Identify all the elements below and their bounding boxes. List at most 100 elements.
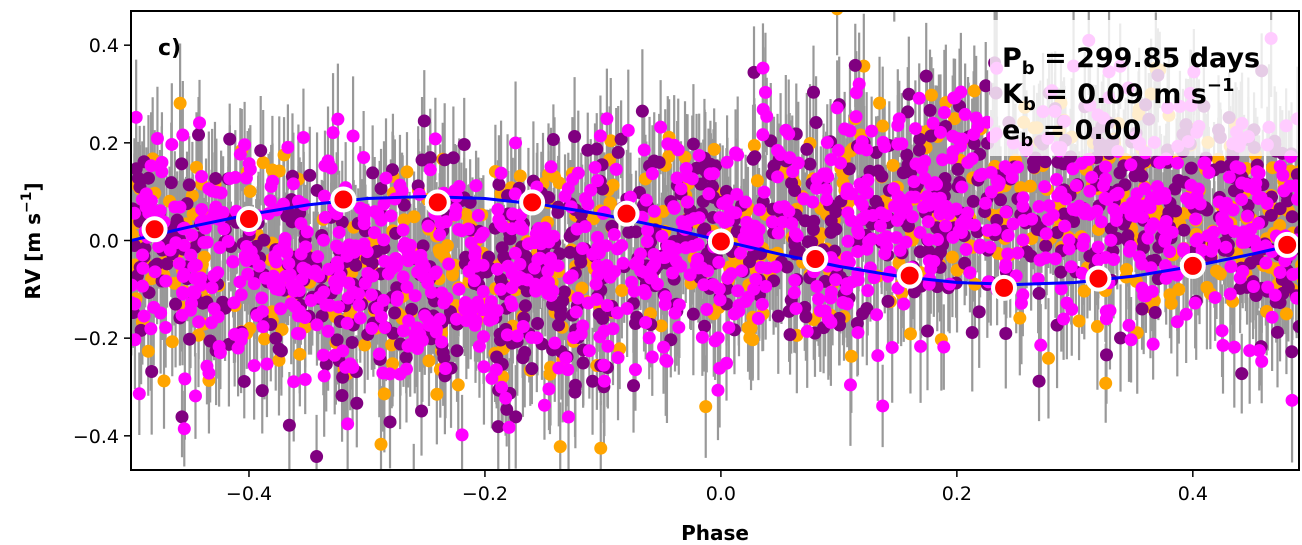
rv-point	[1099, 172, 1113, 186]
rv-point	[421, 219, 435, 233]
rv-point	[386, 357, 400, 371]
rv-point	[433, 312, 447, 326]
rv-point	[1041, 351, 1055, 365]
rv-point	[317, 369, 331, 383]
rv-point	[374, 181, 388, 195]
rv-point	[1195, 243, 1209, 257]
rv-point	[408, 289, 422, 303]
rv-point	[368, 205, 382, 219]
rv-point	[243, 184, 257, 198]
rv-point	[907, 175, 921, 189]
rv-point	[744, 321, 758, 335]
rv-point	[256, 320, 270, 334]
rv-point	[830, 101, 844, 115]
rv-point	[888, 199, 902, 213]
rv-point	[504, 295, 518, 309]
rv-point	[1011, 246, 1025, 260]
rv-point	[893, 209, 907, 223]
rv-point	[747, 139, 761, 153]
rv-point	[639, 193, 653, 207]
rv-point	[226, 255, 240, 269]
rv-point	[588, 161, 602, 175]
rv-point	[438, 361, 452, 375]
rv-point	[336, 370, 350, 384]
rv-point	[209, 171, 223, 185]
rv-point	[739, 195, 753, 209]
rv-point	[346, 129, 360, 143]
rv-point	[1006, 217, 1020, 231]
rv-point	[491, 420, 505, 434]
rv-point	[141, 344, 155, 358]
plot-area	[131, 11, 1299, 470]
rv-point	[1013, 311, 1027, 325]
rv-point	[611, 351, 625, 365]
rv-point	[353, 311, 367, 325]
rv-point	[1135, 169, 1149, 183]
rv-point	[597, 358, 611, 372]
rv-point	[819, 182, 833, 196]
rv-point	[451, 378, 465, 392]
rv-point	[1072, 314, 1086, 328]
rv-point	[824, 225, 838, 239]
rv-point	[582, 344, 596, 358]
rv-point	[873, 96, 887, 110]
rv-point	[926, 116, 940, 130]
rv-point	[430, 387, 444, 401]
rv-point	[849, 110, 863, 124]
rv-point	[640, 234, 654, 248]
rv-point	[800, 324, 814, 338]
rv-point	[889, 231, 903, 245]
rv-point	[848, 58, 862, 72]
rv-point	[568, 378, 582, 392]
rv-point	[501, 259, 515, 273]
rv-point	[221, 234, 235, 248]
rv-point	[994, 193, 1008, 207]
rv-point	[754, 260, 768, 274]
rv-point	[1210, 264, 1224, 278]
rv-point	[169, 297, 183, 311]
rv-point	[1032, 286, 1046, 300]
rv-point	[920, 324, 934, 338]
rv-point	[423, 163, 437, 177]
rv-point	[885, 340, 899, 354]
rv-point	[955, 180, 969, 194]
rv-point	[752, 203, 766, 217]
rv-point	[785, 176, 799, 190]
rv-point	[484, 295, 498, 309]
rv-point	[1188, 296, 1202, 310]
rv-point	[176, 269, 190, 283]
rv-point	[449, 312, 463, 326]
rv-point	[1235, 235, 1249, 249]
rv-point	[674, 182, 688, 196]
rv-point	[513, 169, 527, 183]
rv-point	[131, 278, 139, 292]
rv-point	[603, 196, 617, 210]
rv-point	[500, 402, 514, 416]
rv-point	[681, 195, 695, 209]
rv-point	[876, 399, 890, 413]
rv-point	[318, 210, 332, 224]
rv-point	[959, 243, 973, 257]
rv-point	[531, 253, 545, 267]
rv-point	[1163, 288, 1177, 302]
rv-point	[647, 204, 661, 218]
rv-point	[1235, 193, 1249, 207]
rv-point	[544, 160, 558, 174]
rv-point	[1144, 261, 1158, 275]
rv-point	[148, 265, 162, 279]
rv-point	[422, 354, 436, 368]
rv-point	[978, 196, 992, 210]
rv-point	[757, 185, 771, 199]
rv-point	[402, 314, 416, 328]
rv-point	[188, 389, 202, 403]
rv-point	[759, 280, 773, 294]
rv-point	[1038, 180, 1052, 194]
rv-point	[449, 202, 463, 216]
rv-point	[1139, 289, 1153, 303]
rv-point	[462, 265, 476, 279]
rv-point	[946, 145, 960, 159]
rv-point	[326, 126, 340, 140]
rv-point	[332, 225, 346, 239]
rv-point	[771, 309, 785, 323]
rv-point	[902, 87, 916, 101]
